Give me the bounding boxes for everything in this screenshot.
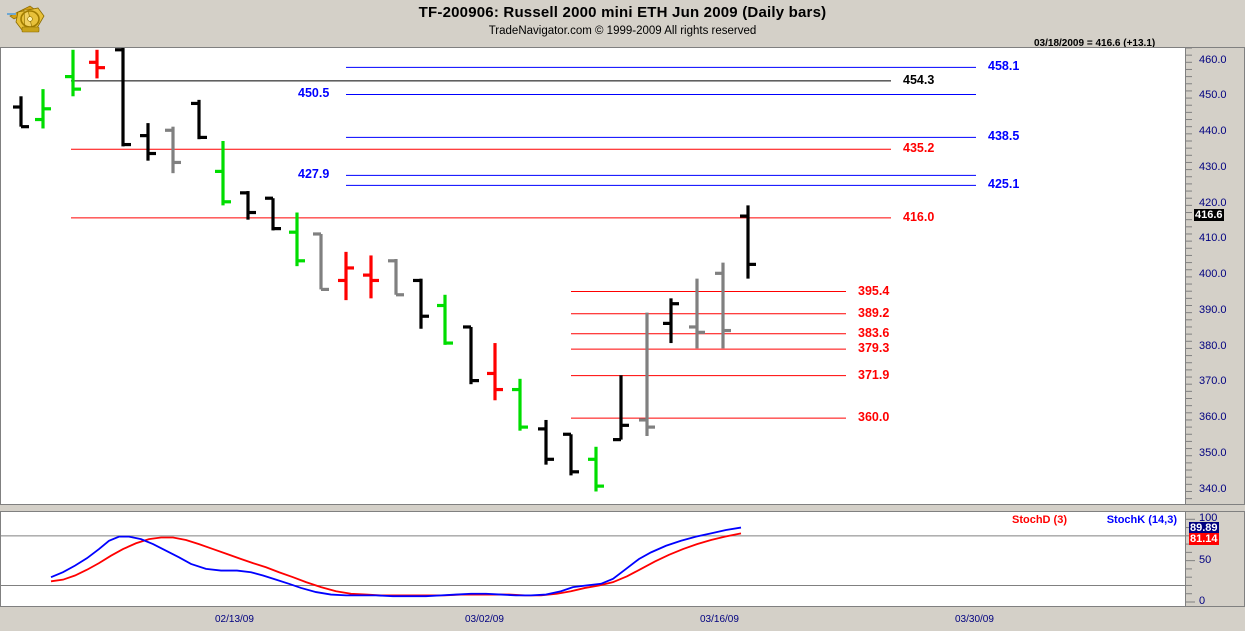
price-axis[interactable]: 460.0 450.0 440.0 430.0 420.0 410.0 400.0 390.0…	[1186, 47, 1245, 505]
price-axis-label: 410.0	[1199, 232, 1227, 245]
legend-stochd[interactable]: StochD (3)	[1012, 514, 1067, 526]
stochd-line	[50, 532, 742, 597]
chart-header: TF-200906: Russell 2000 mini ETH Jun 200…	[0, 0, 1245, 40]
price-axis-label: 380.0	[1199, 339, 1227, 352]
stochd-value-badge: 81.14	[1189, 532, 1219, 545]
legend-stochk[interactable]: StochK (14,3)	[1106, 514, 1177, 526]
price-axis-label: 420.0	[1199, 196, 1227, 209]
price-level-value: 371.9	[858, 367, 890, 382]
current-price-badge: 416.6	[1194, 208, 1224, 221]
price-level-value-left: 450.5	[298, 86, 330, 101]
price-axis-label: 340.0	[1199, 482, 1227, 495]
date-axis-label: 03/30/09	[955, 614, 994, 625]
stochastic-pane[interactable]: StochD (3) StochK (14,3)	[0, 511, 1186, 607]
price-axis-label: 390.0	[1199, 303, 1227, 316]
date-axis[interactable]: 02/13/09 03/02/09 03/16/09 03/30/09	[0, 607, 1245, 631]
price-axis-label: 400.0	[1199, 268, 1227, 281]
date-axis-label: 03/16/09	[700, 614, 739, 625]
price-level-value: 360.0	[858, 410, 890, 425]
price-level-value: 416.0	[903, 209, 935, 224]
copyright-subtitle: TradeNavigator.com © 1999-2009 All right…	[488, 25, 757, 37]
price-chart-pane[interactable]: TradeNavigator.com 458.1454.3438.5435.24…	[0, 47, 1186, 551]
sextant-logo-icon	[4, 2, 54, 36]
price-level-value: 454.3	[903, 72, 935, 87]
stochk-line	[50, 526, 742, 598]
price-level-value: 379.3	[858, 341, 890, 356]
price-level-value: 389.2	[858, 305, 890, 320]
price-axis-label: 370.0	[1199, 375, 1227, 388]
price-axis-label: 450.0	[1199, 89, 1227, 102]
stochk-value-badge: 89.89	[1189, 521, 1219, 534]
date-axis-label: 02/13/09	[215, 614, 254, 625]
page-title: TF-200906: Russell 2000 mini ETH Jun 200…	[418, 4, 827, 21]
price-level-value: 383.6	[858, 325, 890, 340]
stoch-axis-label: 100	[1199, 512, 1218, 525]
price-level-value: 435.2	[903, 141, 935, 156]
price-level-value: 438.5	[988, 129, 1020, 144]
stochastic-axis[interactable]: 100 50 0 89.89 81.14	[1186, 511, 1245, 607]
stoch-axis-label: 0	[1199, 595, 1206, 607]
price-level-value-left: 427.9	[298, 167, 330, 182]
price-chart-svg	[13, 48, 976, 492]
price-axis-label: 440.0	[1199, 125, 1227, 138]
price-level-value: 458.1	[988, 59, 1020, 74]
price-axis-ticks	[1186, 48, 1192, 500]
price-axis-label: 430.0	[1199, 160, 1227, 173]
price-axis-label: 360.0	[1199, 411, 1227, 424]
last-quote-readout: 03/18/2009 = 416.6 (+13.1)	[1034, 38, 1156, 49]
price-level-value: 395.4	[858, 283, 890, 298]
stoch-axis-label: 50	[1199, 553, 1212, 566]
price-axis-label: 460.0	[1199, 53, 1227, 66]
pane-divider	[0, 505, 1245, 511]
price-axis-label: 350.0	[1199, 446, 1227, 459]
date-axis-label: 03/02/09	[465, 614, 504, 625]
price-level-value: 425.1	[988, 177, 1020, 192]
stochastic-svg	[1, 526, 1185, 598]
